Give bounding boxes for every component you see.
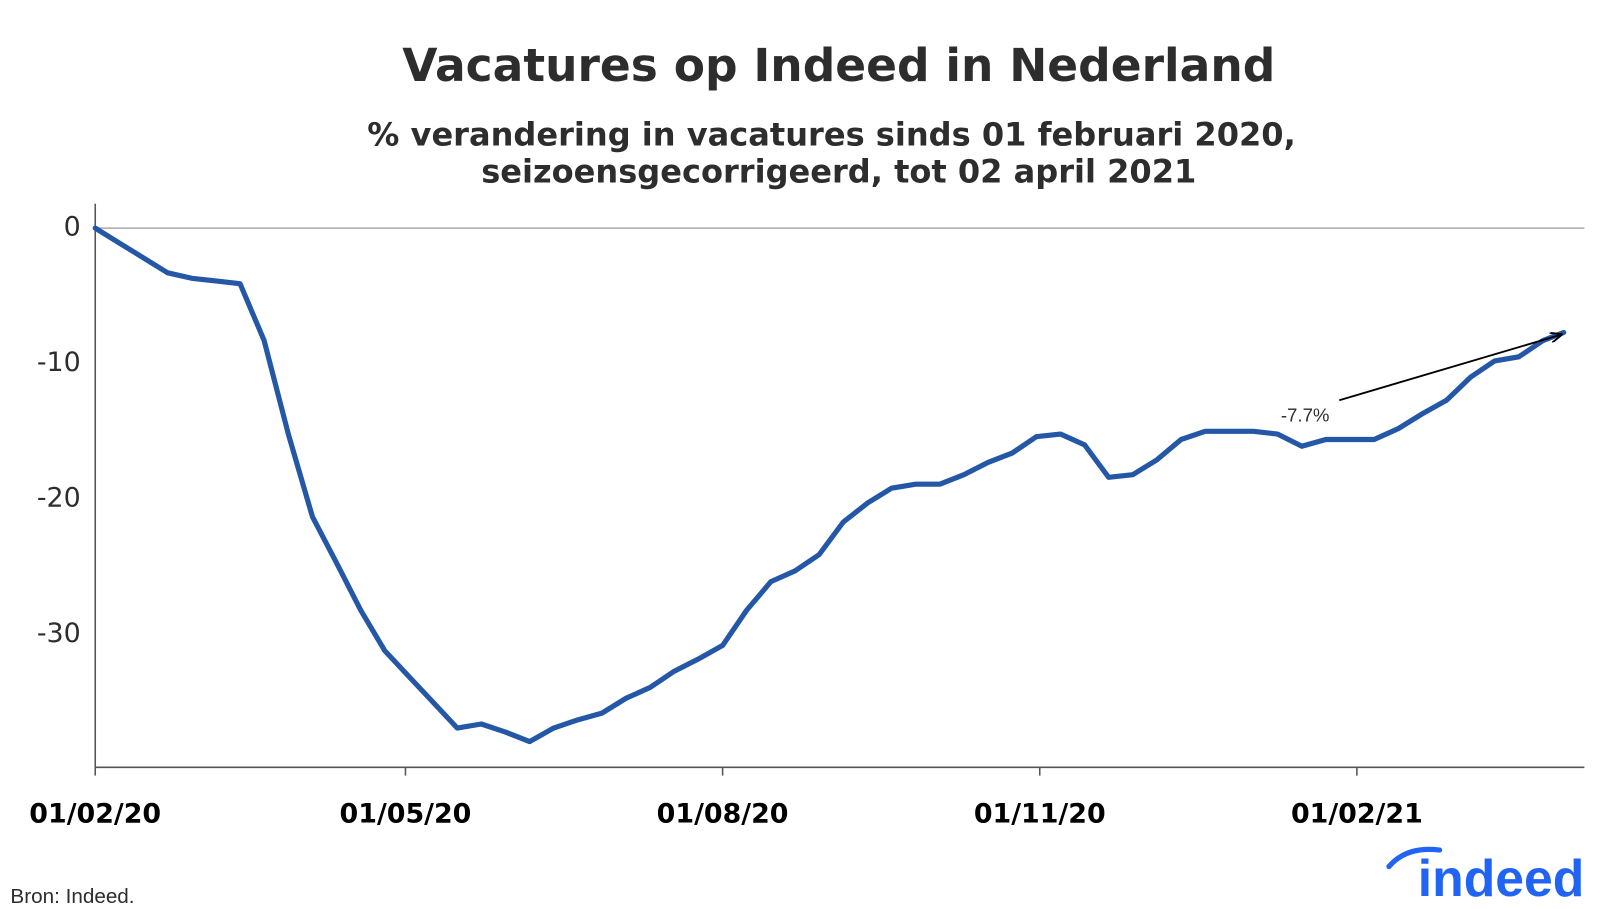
annotation: -7.7%: [1281, 405, 1330, 426]
x-tick-label: 01/02/21: [1291, 798, 1423, 829]
logo-text: indeed: [1418, 849, 1585, 907]
x-tick-label: 01/11/20: [974, 798, 1106, 829]
chart-subtitle: % verandering in vacatures sinds 01 febr…: [367, 116, 1295, 154]
x-tick-label: 01/05/20: [340, 798, 472, 829]
y-tick-label: -10: [37, 347, 81, 378]
y-tick-label: -30: [37, 618, 81, 649]
y-tick-label: -20: [37, 483, 81, 514]
x-tick-label: 01/08/20: [657, 798, 789, 829]
x-tick-label: 01/02/20: [29, 798, 161, 829]
annotation-arrow: [1339, 334, 1561, 402]
chart-subtitle: seizoensgecorrigeerd, tot 02 april 2021: [481, 153, 1196, 191]
line-series: [92, 225, 1567, 745]
logo-arc: [1386, 846, 1443, 870]
logo: indeed: [1386, 846, 1585, 907]
source: Bron: Indeed.: [10, 885, 134, 908]
y-tick-label: 0: [64, 212, 81, 243]
chart-title: Vacatures op Indeed in Nederland: [402, 39, 1275, 92]
